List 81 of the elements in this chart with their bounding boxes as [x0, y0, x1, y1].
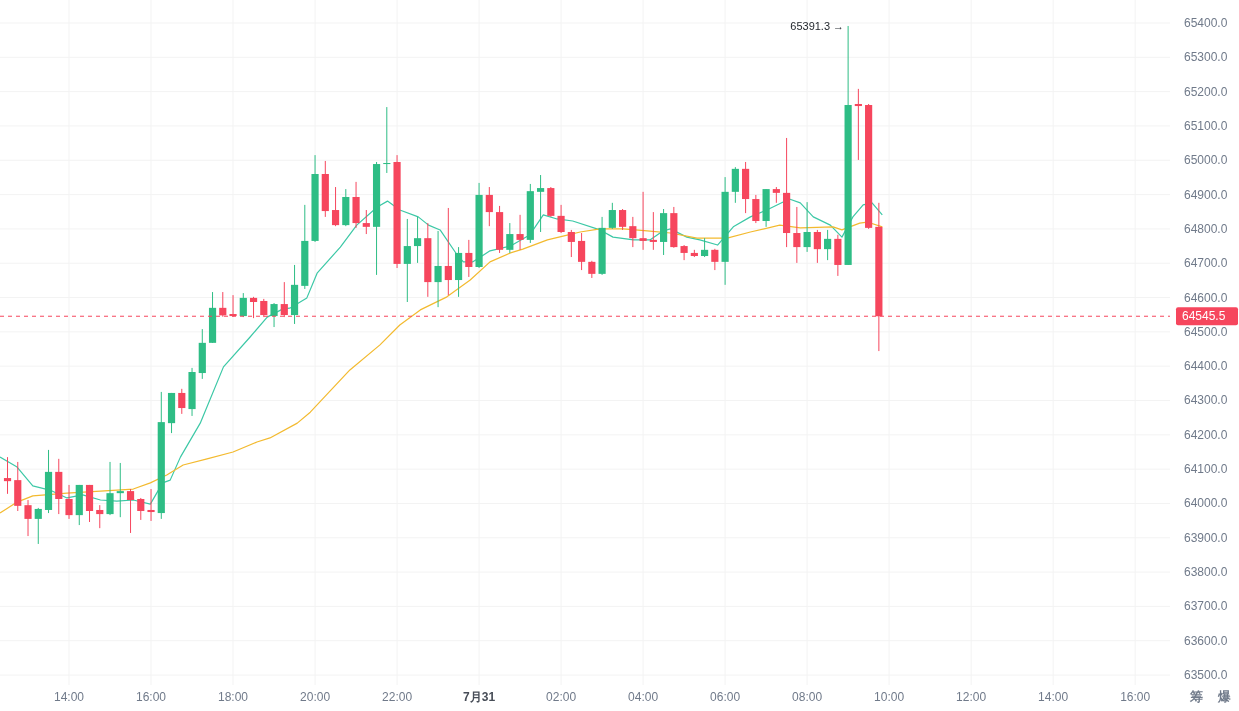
x-tick-label: 14:00 [1038, 690, 1069, 704]
candlestick [137, 497, 145, 521]
candlestick [403, 218, 411, 303]
candlestick [752, 194, 760, 224]
x-tick-label: 12:00 [956, 690, 987, 704]
candlestick [557, 204, 565, 234]
x-tick-label: 18:00 [218, 690, 249, 704]
candlestick [413, 216, 422, 264]
x-tick-label: 20:00 [300, 690, 331, 704]
y-tick-label: 64600.0 [1184, 290, 1228, 305]
candlestick [239, 292, 247, 318]
x-tick-label: 10:00 [874, 690, 905, 704]
candlestick [3, 456, 12, 495]
x-tick-label: 7月31 [463, 690, 496, 704]
candlestick [96, 504, 104, 529]
candlestick [854, 88, 862, 161]
candlestick [629, 216, 637, 248]
candlestick [639, 191, 647, 251]
candlestick [65, 484, 73, 520]
y-tick-label: 64100.0 [1184, 462, 1228, 477]
y-tick-label: 65000.0 [1184, 153, 1228, 168]
candlestick [485, 186, 493, 227]
y-tick-label: 65400.0 [1184, 15, 1228, 30]
y-tick-label: 65300.0 [1184, 50, 1228, 65]
text: 筹 [1189, 689, 1203, 704]
x-tick-label: 02:00 [546, 690, 577, 704]
x-tick-label: 08:00 [792, 690, 823, 704]
candlestick [578, 232, 586, 271]
candlestick [434, 230, 442, 308]
candlestick [116, 462, 124, 518]
candlestick [701, 237, 709, 258]
candlestick [147, 488, 155, 522]
y-tick-label: 64400.0 [1184, 359, 1228, 374]
y-tick-label: 64900.0 [1184, 187, 1228, 202]
candlestick [126, 488, 135, 534]
candlestick [803, 201, 811, 253]
candlestick [731, 166, 739, 204]
text: 爆 [1217, 689, 1232, 704]
y-tick-label: 63500.0 [1184, 668, 1228, 683]
y-tick-label: 63700.0 [1184, 599, 1228, 614]
x-tick-label: 14:00 [54, 690, 85, 704]
candlestick [465, 239, 473, 278]
candlestick [516, 214, 524, 251]
candlestick [711, 248, 719, 271]
annotation: 65391.3 → [790, 19, 845, 32]
x-tick-label: 06:00 [710, 690, 741, 704]
y-tick-label: 64200.0 [1184, 427, 1228, 442]
candlestick [536, 174, 545, 233]
candlestick [106, 461, 114, 516]
candlestick [680, 244, 688, 261]
candlestick [824, 229, 832, 261]
y-tick-label: 65200.0 [1184, 84, 1228, 99]
candlestick [793, 206, 801, 264]
x-tick-label: 22:00 [382, 690, 413, 704]
candlestick [383, 106, 391, 174]
y-tick-label: 63600.0 [1184, 633, 1228, 648]
y-tick-label: 64300.0 [1184, 393, 1228, 408]
candlestick [331, 186, 340, 227]
y-tick-label: 64000.0 [1184, 496, 1228, 511]
ref-line-label: 64545.5 [1182, 309, 1226, 324]
y-tick-label: 64500.0 [1184, 324, 1228, 339]
x-tick-label: 04:00 [628, 690, 659, 704]
y-tick-label: 63900.0 [1184, 530, 1228, 545]
candlestick [444, 207, 452, 296]
candlestick [649, 211, 657, 251]
y-tick-label: 65100.0 [1184, 118, 1228, 133]
candlestick [567, 229, 575, 258]
y-tick-label: 64800.0 [1184, 221, 1228, 236]
x-tick-label: 16:00 [1120, 690, 1151, 704]
candlestick [362, 209, 370, 235]
candlestick [178, 388, 186, 415]
candlestick [608, 202, 616, 230]
x-tick-label: 16:00 [136, 690, 167, 704]
candlestick [34, 507, 42, 545]
y-tick-label: 63800.0 [1184, 565, 1228, 580]
candlestick [619, 208, 627, 231]
y-tick-label: 64700.0 [1184, 256, 1228, 271]
candlestick [506, 222, 514, 254]
candlestick [24, 499, 32, 537]
candlestick [270, 302, 278, 328]
candlestick [813, 229, 821, 264]
